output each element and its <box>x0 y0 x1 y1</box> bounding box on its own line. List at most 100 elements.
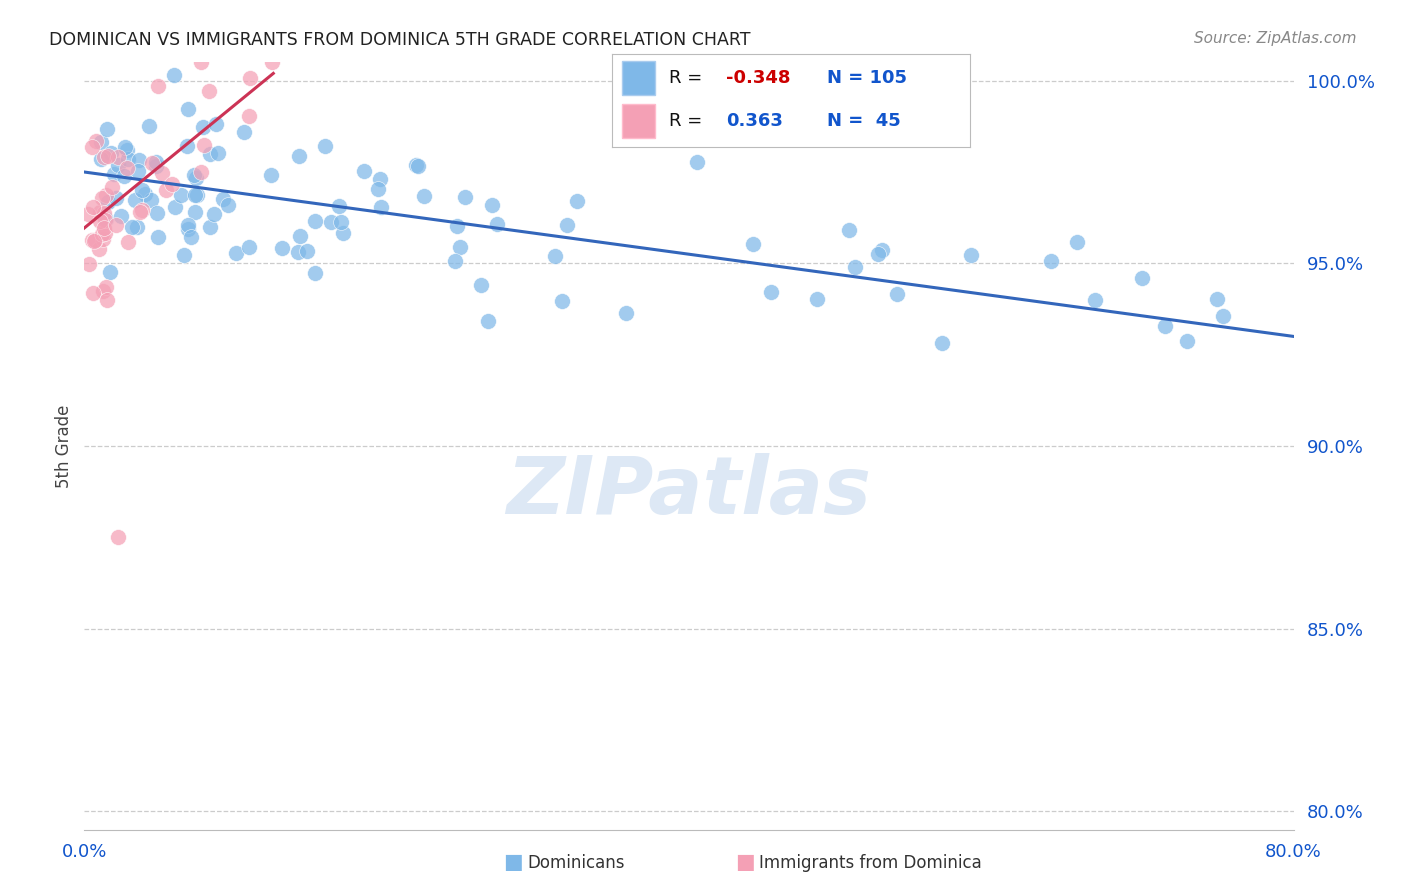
Point <box>238 239 260 253</box>
Point <box>104 191 127 205</box>
Text: Source: ZipAtlas.com: Source: ZipAtlas.com <box>1194 31 1357 46</box>
Point <box>82 200 104 214</box>
Point <box>107 150 129 164</box>
Point <box>97 195 120 210</box>
Point <box>96 293 118 307</box>
Point <box>328 199 350 213</box>
Point <box>838 223 860 237</box>
Point <box>288 149 311 163</box>
Point <box>117 152 139 166</box>
Point <box>551 294 574 309</box>
Point <box>193 138 215 153</box>
Point <box>287 244 309 259</box>
Point <box>453 189 475 203</box>
Point <box>225 246 247 260</box>
Point <box>110 210 132 224</box>
Point <box>160 177 183 191</box>
Point <box>314 138 336 153</box>
Point <box>443 253 465 268</box>
Point <box>304 266 326 280</box>
Point <box>1084 293 1107 307</box>
Point <box>150 166 173 180</box>
Point <box>83 233 105 247</box>
Point <box>173 248 195 262</box>
Point <box>145 160 167 174</box>
Point <box>83 234 105 248</box>
Point <box>332 226 354 240</box>
Point <box>101 179 124 194</box>
Point <box>177 103 200 117</box>
Point <box>176 221 198 235</box>
Point <box>1205 292 1227 306</box>
Point <box>205 117 228 131</box>
Point <box>103 167 125 181</box>
Text: ZIPatlas: ZIPatlas <box>506 453 872 531</box>
Point <box>1153 319 1175 334</box>
Point <box>844 260 866 274</box>
Point <box>686 155 709 169</box>
Point <box>741 237 763 252</box>
Point <box>405 158 427 172</box>
Point <box>190 55 212 70</box>
Point <box>90 190 112 204</box>
Point <box>202 207 225 221</box>
Point <box>146 230 169 244</box>
Point <box>115 161 138 176</box>
Point <box>146 206 169 220</box>
FancyBboxPatch shape <box>623 61 655 95</box>
Point <box>89 214 111 228</box>
Point <box>107 530 129 544</box>
Point <box>117 235 139 249</box>
Point <box>176 139 198 153</box>
Point <box>124 193 146 207</box>
Point <box>190 165 212 179</box>
Point <box>96 187 118 202</box>
Point <box>555 218 578 232</box>
Point <box>96 280 118 294</box>
Y-axis label: 5th Grade: 5th Grade <box>55 404 73 488</box>
Point <box>1130 270 1153 285</box>
Point <box>128 153 150 168</box>
Point <box>114 140 136 154</box>
Point <box>193 120 215 134</box>
Point <box>146 78 169 93</box>
Point <box>138 120 160 134</box>
Point <box>94 212 117 227</box>
Point <box>295 244 318 258</box>
Point <box>544 249 567 263</box>
Text: ■: ■ <box>503 853 523 872</box>
Point <box>177 218 200 232</box>
Point <box>239 71 262 86</box>
Point <box>91 232 114 246</box>
Point <box>90 152 112 166</box>
Point <box>868 247 890 261</box>
Point <box>128 204 150 219</box>
Point <box>368 172 391 186</box>
Text: N = 105: N = 105 <box>827 69 907 87</box>
Point <box>121 220 143 235</box>
Point <box>470 277 492 292</box>
Point <box>184 170 207 185</box>
Text: 0.363: 0.363 <box>727 112 783 130</box>
Point <box>186 187 208 202</box>
Point <box>131 184 153 198</box>
Point <box>89 242 111 256</box>
Point <box>183 168 205 182</box>
Point <box>212 193 235 207</box>
Point <box>446 219 468 234</box>
Point <box>198 219 221 234</box>
Point <box>200 147 222 161</box>
Text: ■: ■ <box>735 853 755 872</box>
Point <box>232 124 254 138</box>
FancyBboxPatch shape <box>623 104 655 138</box>
Point <box>614 305 637 319</box>
Point <box>271 241 294 255</box>
Point <box>100 265 122 279</box>
Point <box>127 219 149 234</box>
Point <box>145 155 167 169</box>
Text: Immigrants from Dominica: Immigrants from Dominica <box>759 855 981 872</box>
Point <box>761 285 783 300</box>
Point <box>134 187 156 202</box>
Point <box>870 243 893 257</box>
Point <box>367 182 389 196</box>
